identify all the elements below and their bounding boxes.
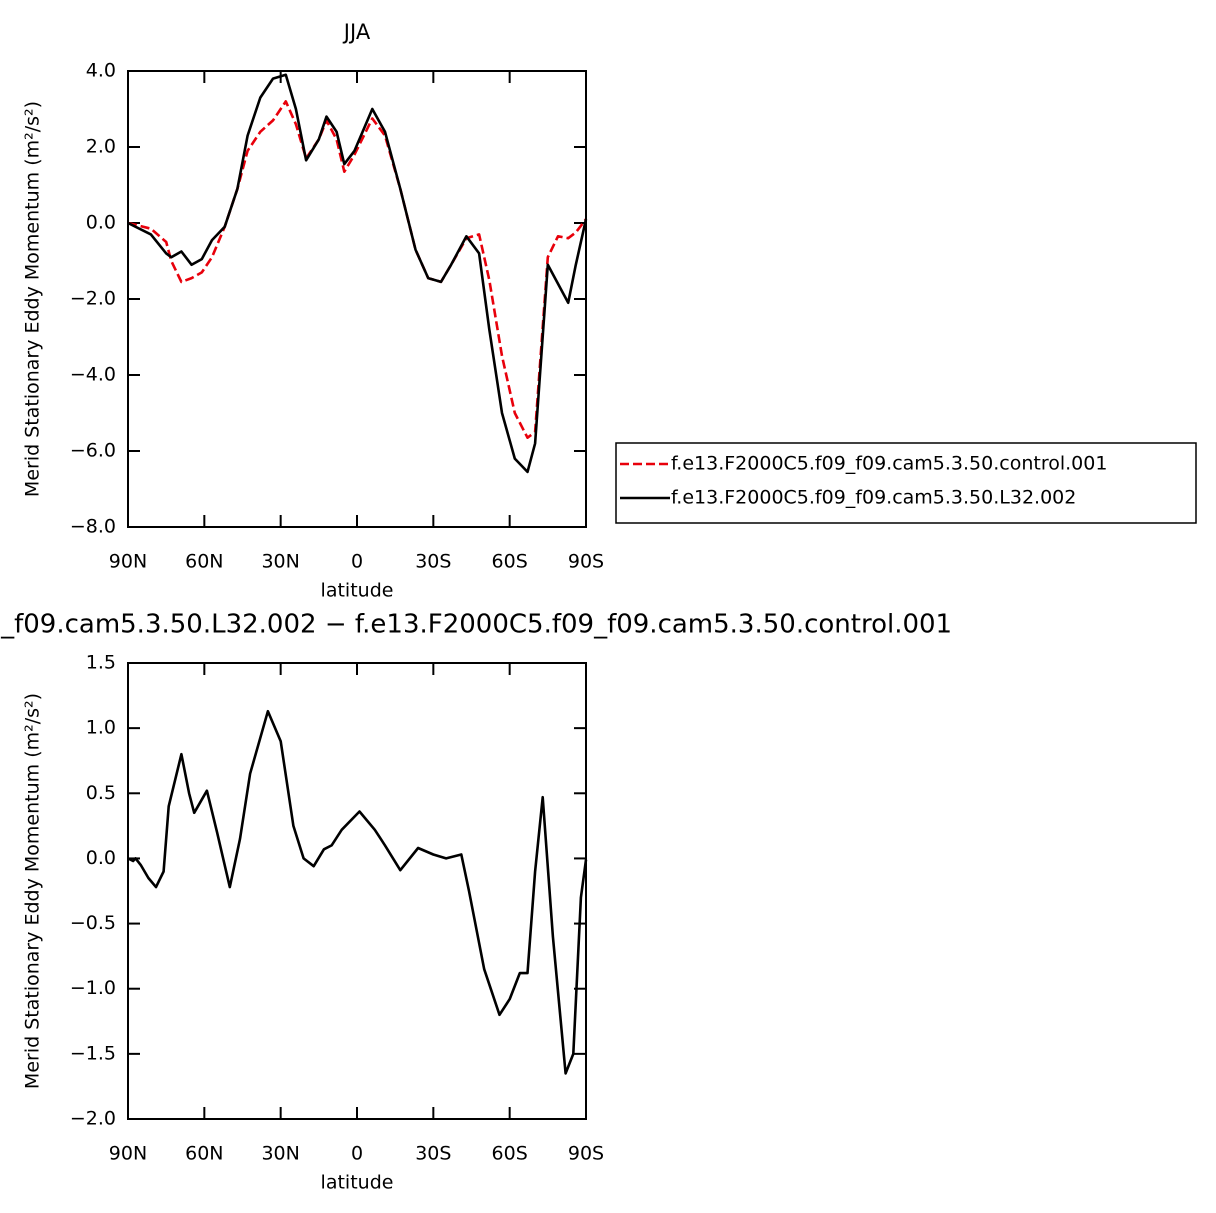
y-tick-label: −2.0 bbox=[70, 288, 116, 310]
data-line bbox=[127, 73, 588, 474]
y-tick-label: 0.0 bbox=[86, 212, 116, 234]
y-tick-label: 0.0 bbox=[86, 847, 116, 869]
y-axis-label: Merid Stationary Eddy Momentum (m²/s²) bbox=[22, 693, 44, 1089]
y-tick-label: −4.0 bbox=[70, 364, 116, 386]
chart-title: f.e13.F2000C5.f09_f09.cam5.3.50.L32.002 … bbox=[0, 610, 952, 640]
y-tick-label: 0.5 bbox=[86, 782, 116, 804]
data-line bbox=[127, 100, 588, 439]
y-tick-label: 4.0 bbox=[86, 60, 116, 82]
y-tick-label: −6.0 bbox=[70, 440, 116, 462]
x-tick-label: 60S bbox=[492, 1143, 528, 1165]
y-tick-label: 1.5 bbox=[86, 652, 116, 674]
x-tick-label: 60N bbox=[185, 1143, 223, 1165]
x-tick-label: 90S bbox=[568, 1143, 604, 1165]
x-tick-label: 30S bbox=[415, 551, 451, 573]
x-tick-label: 90S bbox=[568, 551, 604, 573]
y-tick-label: −0.5 bbox=[70, 912, 116, 934]
y-tick-label: 2.0 bbox=[86, 136, 116, 158]
y-tick-label: −1.0 bbox=[70, 977, 116, 999]
y-tick-label: −1.5 bbox=[70, 1042, 116, 1064]
legend-label: f.e13.F2000C5.f09_f09.cam5.3.50.control.… bbox=[671, 453, 1107, 475]
y-tick-label: 1.0 bbox=[86, 717, 116, 739]
x-tick-label: 90N bbox=[109, 551, 147, 573]
x-axis-label: latitude bbox=[321, 580, 394, 602]
data-line bbox=[127, 709, 588, 1075]
x-tick-label: 0 bbox=[351, 1143, 363, 1165]
legend-box bbox=[615, 442, 1197, 524]
y-axis-label: Merid Stationary Eddy Momentum (m²/s²) bbox=[22, 101, 44, 497]
x-tick-label: 30N bbox=[261, 551, 299, 573]
plot-frame bbox=[127, 70, 587, 528]
x-axis-label: latitude bbox=[321, 1172, 394, 1194]
legend-label: f.e13.F2000C5.f09_f09.cam5.3.50.L32.002 bbox=[671, 487, 1076, 509]
plot-frame bbox=[127, 662, 587, 1120]
x-tick-label: 60S bbox=[492, 551, 528, 573]
x-tick-label: 60N bbox=[185, 551, 223, 573]
x-tick-label: 30N bbox=[261, 1143, 299, 1165]
x-tick-label: 0 bbox=[351, 551, 363, 573]
y-tick-label: −8.0 bbox=[70, 516, 116, 538]
x-tick-label: 90N bbox=[109, 1143, 147, 1165]
chart-title: JJA bbox=[342, 20, 371, 44]
y-tick-label: −2.0 bbox=[70, 1108, 116, 1130]
x-tick-label: 30S bbox=[415, 1143, 451, 1165]
